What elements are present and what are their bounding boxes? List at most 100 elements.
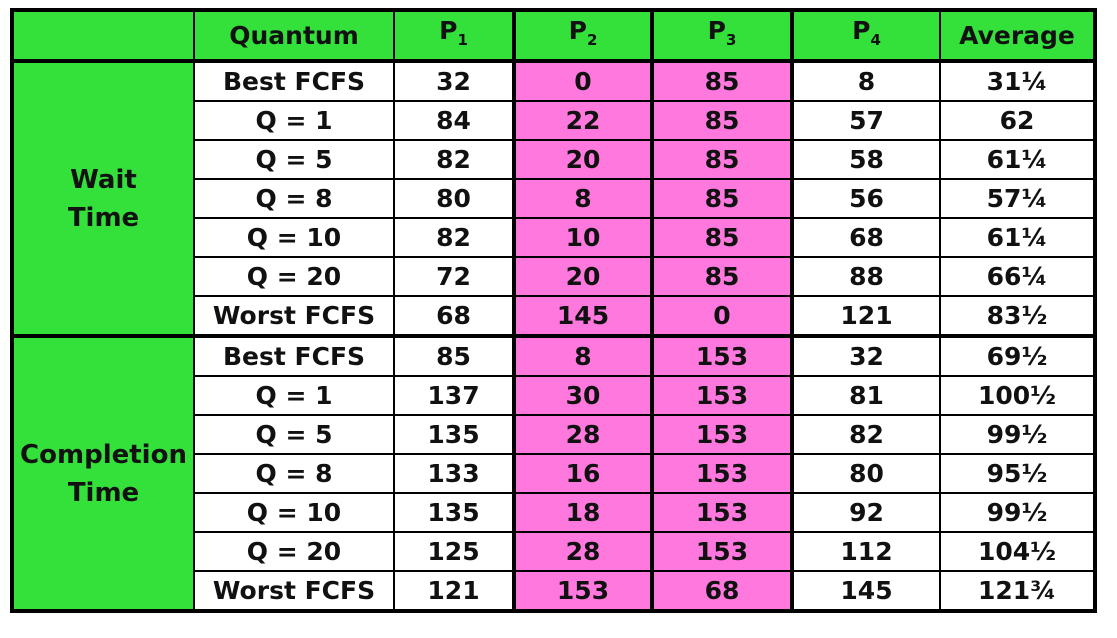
- header-p3-label: P: [707, 16, 726, 45]
- table-row: Q = 10 82 10 85 68 61¼: [12, 217, 1096, 258]
- p3-cell: 85: [650, 178, 794, 219]
- header-p1-label: P: [439, 16, 458, 45]
- quantum-cell: Q = 1: [193, 375, 395, 416]
- table-row: Q = 5 82 20 85 58 61¼: [12, 139, 1096, 180]
- header-row: Quantum P1 P2 P3 P4 Average: [11, 9, 1096, 62]
- p2-cell: 145: [512, 295, 653, 337]
- scheduling-results-table: Quantum P1 P2 P3 P4 Average Wait Time Best…: [10, 8, 1097, 613]
- scheduling-results-table-container: Quantum P1 P2 P3 P4 Average Wait Time Best…: [10, 8, 1097, 613]
- table-row: Q = 5 135 28 153 82 99½: [12, 414, 1096, 455]
- table-row: Worst FCFS 121 153 68 145 121¾: [12, 570, 1096, 612]
- wait-label-line2: Time: [67, 202, 140, 233]
- p2-cell: 10: [512, 217, 653, 258]
- quantum-cell: Q = 8: [193, 453, 395, 494]
- average-cell: 62: [939, 100, 1096, 141]
- quantum-cell: Q = 20: [193, 531, 395, 572]
- p2-cell: 30: [512, 375, 653, 416]
- table-row: Q = 10 135 18 153 92 99½: [12, 492, 1096, 533]
- average-cell: 121¾: [939, 570, 1096, 612]
- p1-cell: 32: [393, 59, 515, 102]
- p4-cell: 8: [791, 59, 941, 102]
- p2-cell: 18: [512, 492, 653, 533]
- average-cell: 69½: [939, 334, 1096, 377]
- p1-cell: 82: [393, 217, 515, 258]
- average-cell: 61¼: [939, 217, 1096, 258]
- table-row: Q = 1 84 22 85 57 62: [12, 100, 1096, 141]
- quantum-cell: Q = 10: [193, 217, 395, 258]
- p2-cell: 8: [512, 178, 653, 219]
- header-p4-label: P: [852, 16, 871, 45]
- wait-time-section: Wait Time Best FCFS 32 0 85 8 31¼ Q = 1 84 22 85 57 6…: [11, 59, 1096, 337]
- quantum-cell: Q = 8: [193, 178, 395, 219]
- average-cell: 100½: [939, 375, 1096, 416]
- quantum-cell: Worst FCFS: [193, 295, 395, 337]
- completion-label-line2: Time: [67, 477, 140, 508]
- header-corner: [11, 9, 195, 62]
- p2-cell: 20: [512, 256, 653, 297]
- header-average: Average: [939, 9, 1096, 62]
- p4-cell: 80: [791, 453, 941, 494]
- completion-time-group-label: Completion Time: [11, 334, 195, 612]
- table-row: Worst FCFS 68 145 0 121 83½: [12, 295, 1096, 337]
- table-row: Q = 8 133 16 153 80 95½: [12, 453, 1096, 494]
- p2-cell: 8: [512, 334, 653, 377]
- p4-cell: 82: [791, 414, 941, 455]
- p3-cell: 0: [650, 295, 794, 337]
- quantum-cell: Worst FCFS: [193, 570, 395, 612]
- p4-cell: 56: [791, 178, 941, 219]
- p4-cell: 112: [791, 531, 941, 572]
- p3-cell: 85: [650, 217, 794, 258]
- average-cell: 31¼: [939, 59, 1096, 102]
- p3-cell: 153: [650, 453, 794, 494]
- p4-cell: 92: [791, 492, 941, 533]
- p3-cell: 85: [650, 59, 794, 102]
- p4-cell: 81: [791, 375, 941, 416]
- p2-cell: 28: [512, 531, 653, 572]
- header-p4: P4: [791, 9, 941, 62]
- header-p2-label: P: [568, 16, 587, 45]
- p1-cell: 135: [393, 492, 515, 533]
- p3-cell: 85: [650, 139, 794, 180]
- header-p2: P2: [512, 9, 653, 62]
- p3-cell: 153: [650, 414, 794, 455]
- header-p3: P3: [650, 9, 794, 62]
- wait-time-group-label: Wait Time: [11, 59, 195, 337]
- average-cell: 95½: [939, 453, 1096, 494]
- p3-cell: 85: [650, 100, 794, 141]
- wait-label-line1: Wait: [70, 164, 137, 195]
- quantum-cell: Q = 5: [193, 139, 395, 180]
- p4-cell: 58: [791, 139, 941, 180]
- p1-cell: 72: [393, 256, 515, 297]
- p2-cell: 22: [512, 100, 653, 141]
- p4-cell: 88: [791, 256, 941, 297]
- header-p1-sub: 1: [457, 31, 468, 49]
- header-p2-sub: 2: [586, 31, 598, 49]
- p2-cell: 153: [512, 570, 653, 612]
- p1-cell: 137: [393, 375, 515, 416]
- quantum-cell: Q = 5: [193, 414, 395, 455]
- header-p1: P1: [393, 9, 515, 62]
- table-row: Q = 20 125 28 153 112 104½: [12, 531, 1096, 572]
- p1-cell: 125: [393, 531, 515, 572]
- p4-cell: 145: [791, 570, 941, 612]
- quantum-cell: Best FCFS: [193, 334, 395, 377]
- p1-cell: 135: [393, 414, 515, 455]
- p3-cell: 153: [650, 492, 794, 533]
- average-cell: 99½: [939, 492, 1096, 533]
- average-cell: 83½: [939, 295, 1096, 337]
- p2-cell: 0: [512, 59, 653, 102]
- p1-cell: 133: [393, 453, 515, 494]
- p3-cell: 153: [650, 334, 794, 377]
- header-p3-sub: 3: [725, 31, 737, 49]
- p1-cell: 82: [393, 139, 515, 180]
- quantum-cell: Best FCFS: [193, 59, 395, 102]
- average-cell: 104½: [939, 531, 1096, 572]
- p3-cell: 85: [650, 256, 794, 297]
- p1-cell: 68: [393, 295, 515, 337]
- p3-cell: 153: [650, 375, 794, 416]
- p2-cell: 16: [512, 453, 653, 494]
- p4-cell: 121: [791, 295, 941, 337]
- average-cell: 66¼: [939, 256, 1096, 297]
- average-cell: 99½: [939, 414, 1096, 455]
- table-row: Q = 8 80 8 85 56 57¼: [12, 178, 1096, 219]
